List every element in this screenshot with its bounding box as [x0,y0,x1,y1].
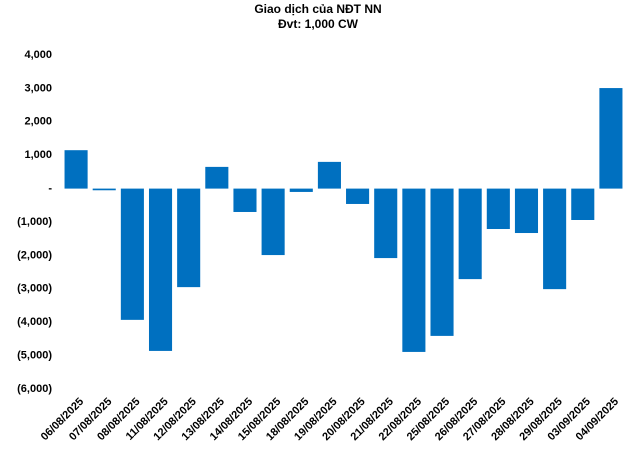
bar [233,188,257,212]
y-tick-label: - [48,183,52,195]
bar [148,188,173,351]
y-tick-label: (1,000) [17,216,52,228]
bar [374,188,398,259]
y-tick-label: 3,000 [24,82,52,94]
bar [92,188,116,191]
bar [543,188,567,290]
bar [514,188,539,234]
bar [317,161,341,189]
bar [486,188,510,230]
bar [430,188,454,336]
y-tick-label: (3,000) [17,283,52,295]
bar [205,166,229,189]
bar [346,188,370,204]
bar [64,150,88,189]
y-tick-label: 1,000 [24,149,52,161]
chart-title: Giao dịch của NĐT NN [254,2,381,16]
bar [261,188,285,256]
bar [599,88,623,189]
y-tick-label: (2,000) [17,249,52,261]
y-tick-label: 2,000 [24,116,52,128]
bar [289,188,313,192]
y-tick-label: (5,000) [17,350,52,362]
bar [177,188,201,288]
y-tick-label: (4,000) [17,316,52,328]
bar [458,188,482,280]
chart-subtitle: Đvt: 1,000 CW [278,17,359,31]
bar [120,188,144,320]
bar [571,188,595,220]
y-tick-label: (6,000) [17,383,52,395]
y-tick-label: 4,000 [24,49,52,61]
bar [402,188,426,352]
